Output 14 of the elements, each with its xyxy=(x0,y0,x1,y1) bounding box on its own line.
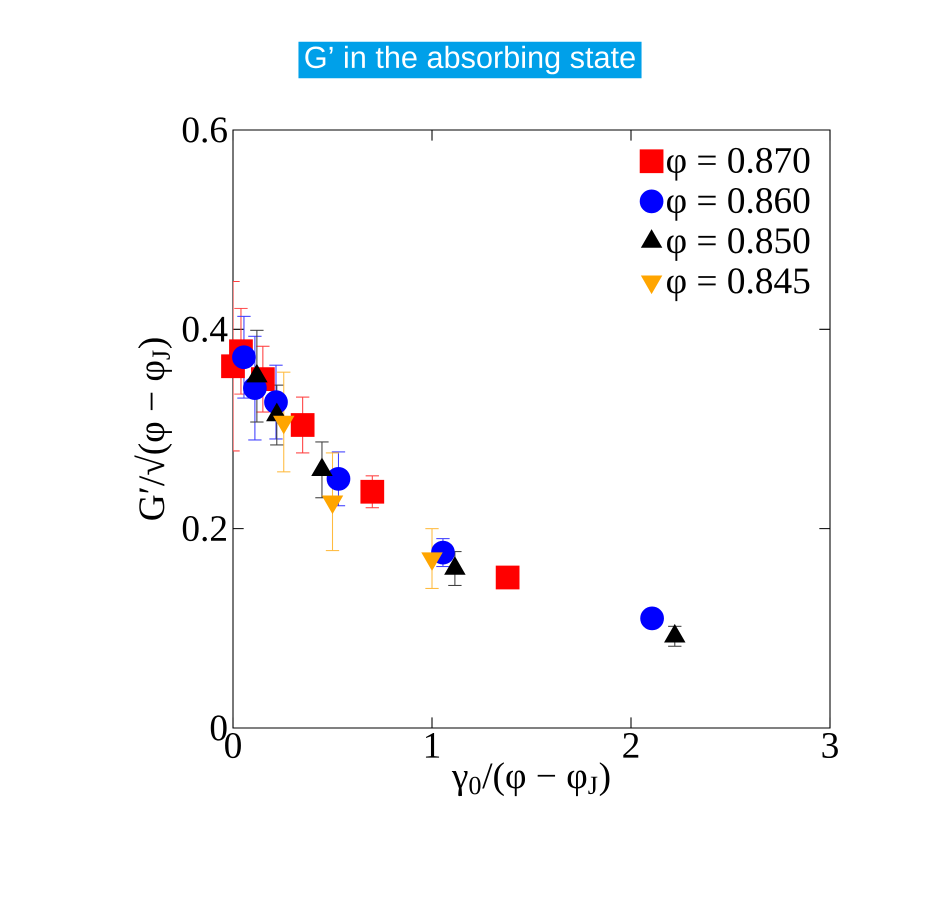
legend-label: φ = 0.870 xyxy=(667,148,810,181)
chart-title: G’ in the absorbing state xyxy=(305,46,635,74)
x-tick-label: 1 xyxy=(426,732,440,758)
y-tick-label: 0.6 xyxy=(182,117,227,143)
y-axis-title: G′/√(φ − φ$_{J}$) xyxy=(134,338,172,520)
y-tick-label: 0 xyxy=(210,715,227,741)
legend-label: φ = 0.845 xyxy=(667,268,810,302)
x-tick-label: 2 xyxy=(623,732,638,758)
x-axis-title: γ$_{0}$/(φ − φ$_{J}$) xyxy=(452,762,610,796)
y-tick-label: 0.4 xyxy=(182,316,228,342)
y-tick-label: 0.2 xyxy=(182,516,226,542)
legend-label: φ = 0.860 xyxy=(667,188,810,221)
legend-label: φ = 0.850 xyxy=(667,228,810,261)
x-tick-label: 3 xyxy=(822,732,838,758)
